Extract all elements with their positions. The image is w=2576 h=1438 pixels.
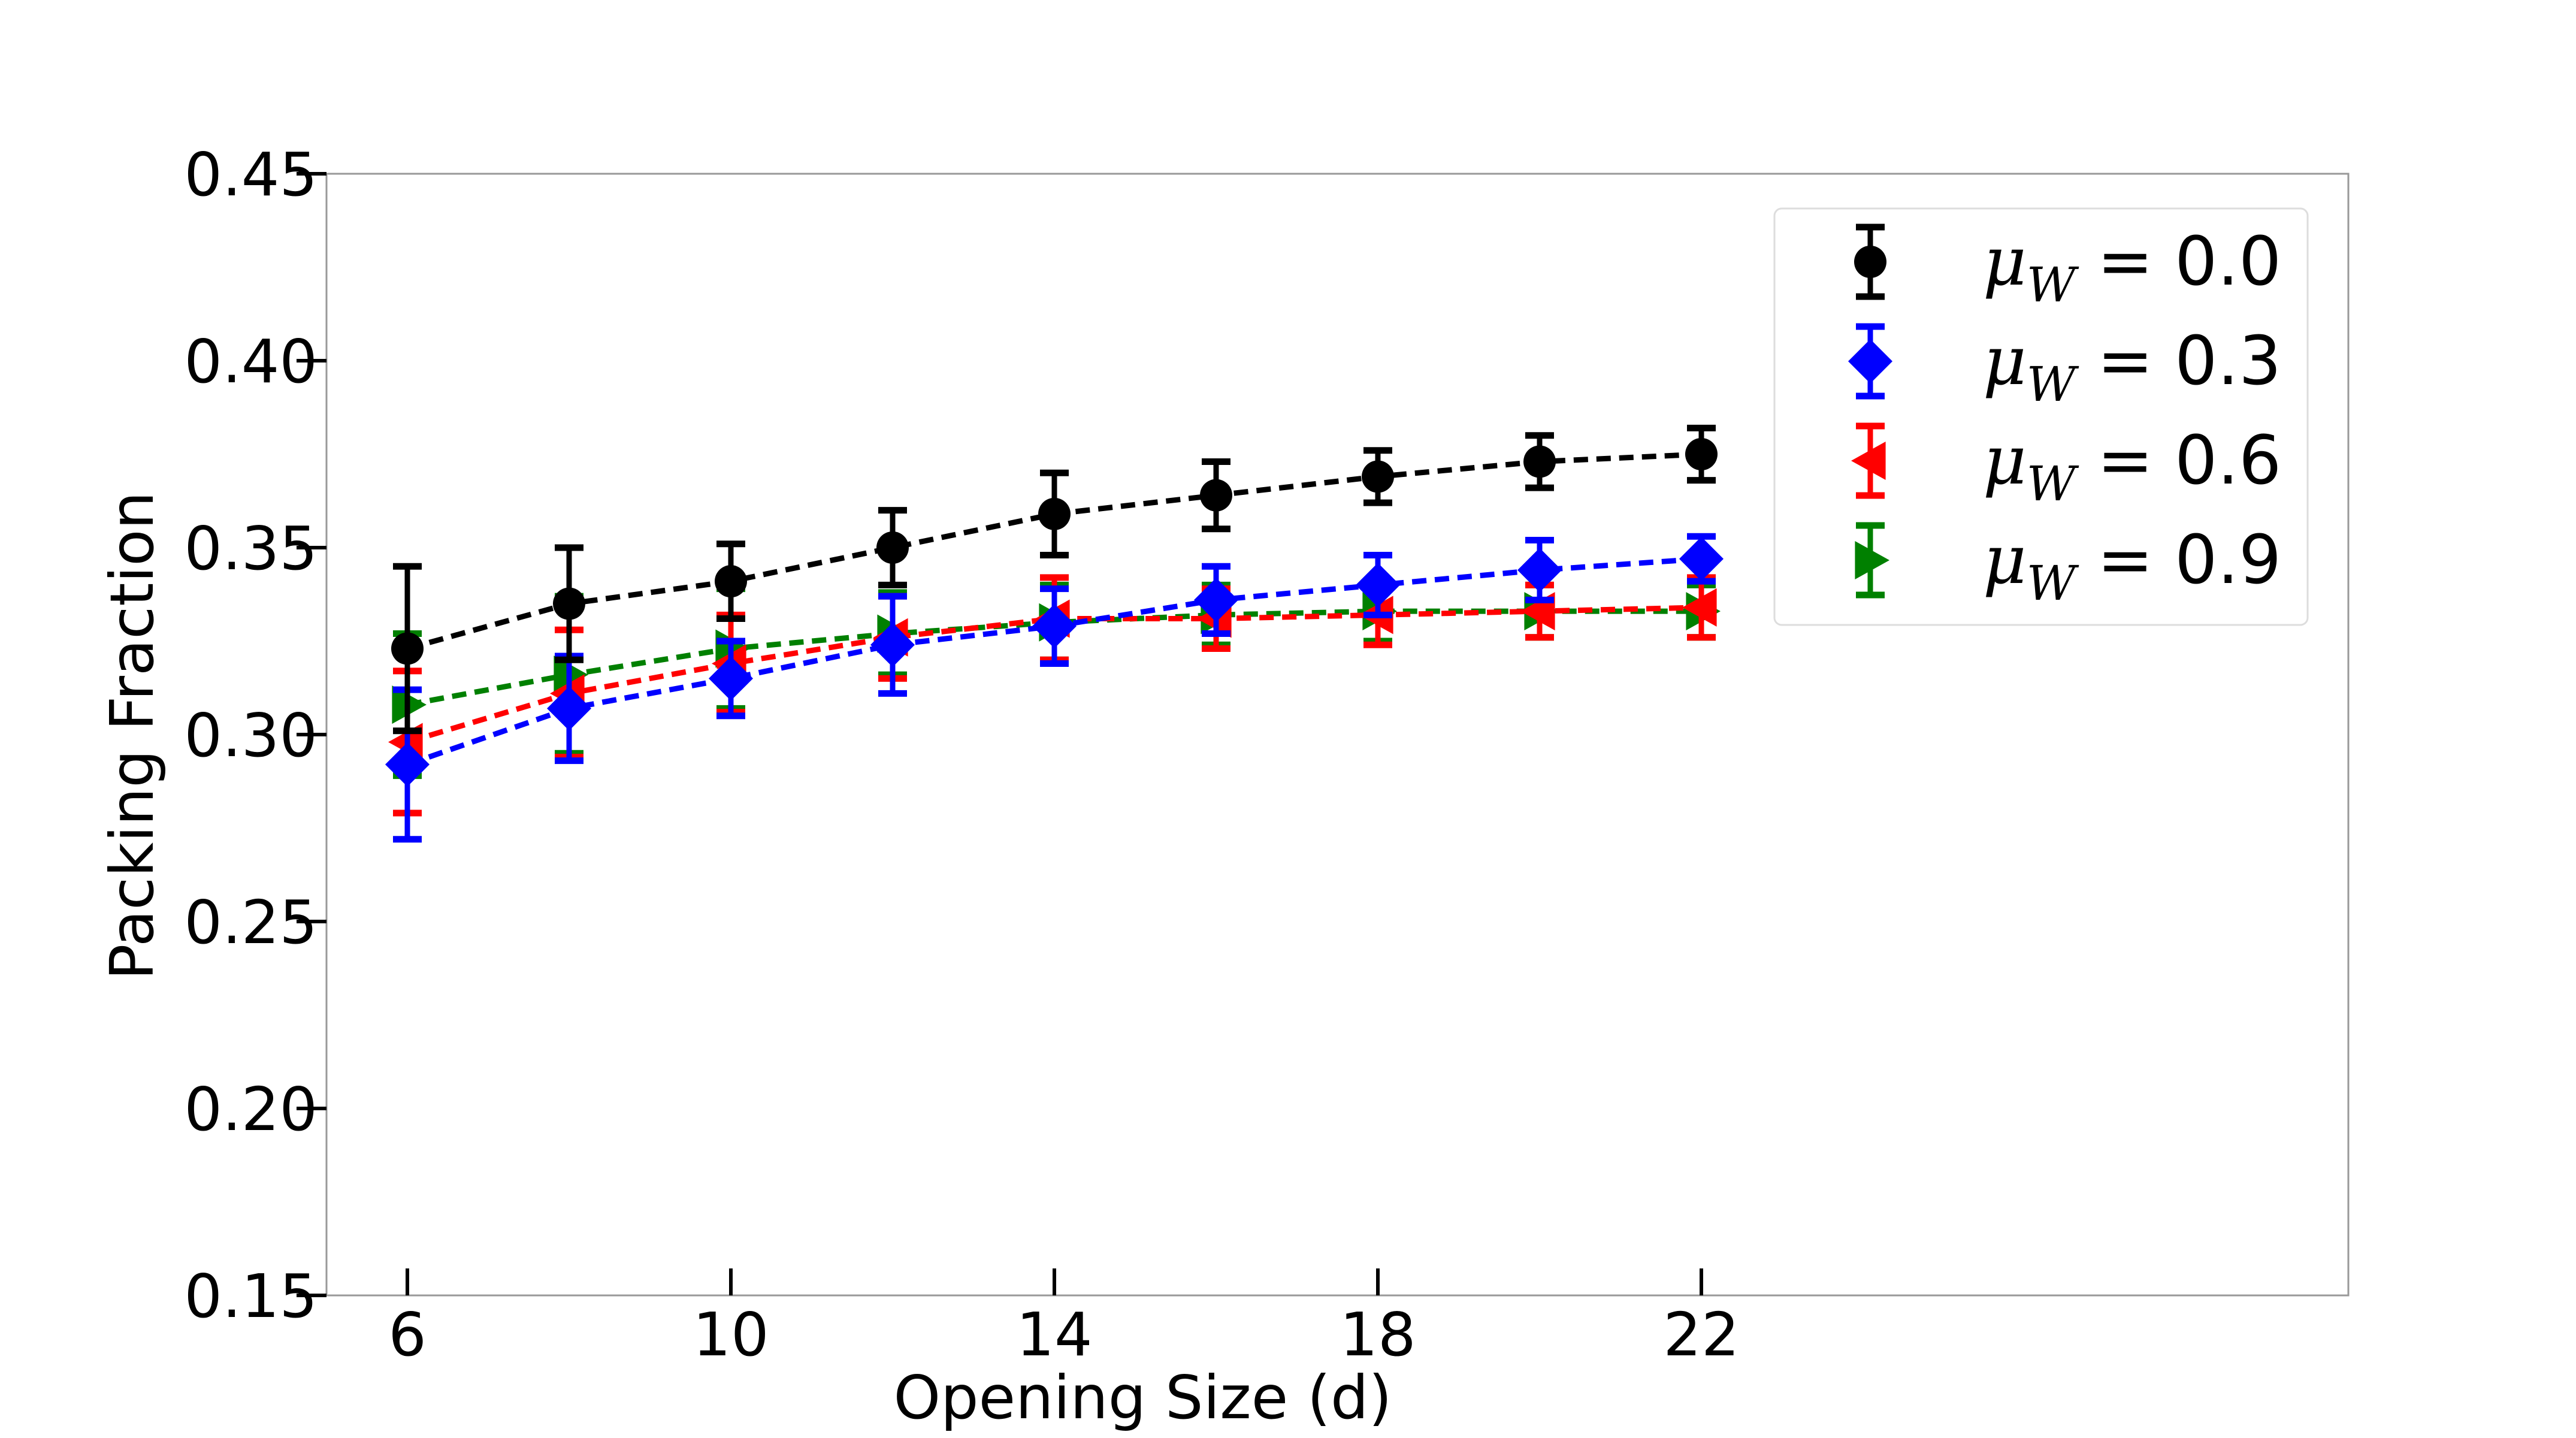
legend-subscript: W	[2027, 357, 2079, 412]
data-point	[1362, 460, 1394, 493]
data-point	[1523, 445, 1556, 478]
y-tick-label: 0.20	[184, 1074, 318, 1144]
data-point	[1356, 563, 1400, 608]
series-0	[391, 424, 1718, 735]
y-tick-label: 0.25	[184, 887, 318, 957]
legend-label: μW = 0.6	[1983, 422, 2281, 512]
legend-value: = 0.3	[2076, 322, 2281, 400]
y-tick-label: 0.40	[184, 327, 318, 397]
data-point	[553, 587, 585, 620]
legend-subscript: W	[2027, 555, 2079, 611]
legend-symbol: μ	[1983, 322, 2027, 400]
x-tick-label: 14	[1016, 1300, 1092, 1370]
legend-label: μW = 0.3	[1983, 322, 2281, 412]
legend-marker	[1848, 339, 1892, 383]
legend-subscript: W	[2027, 456, 2079, 512]
legend-entry-0: μW = 0.0	[1854, 223, 2281, 313]
y-axis-label: Packing Fraction	[97, 491, 167, 980]
legend-subscript: W	[2027, 257, 2079, 313]
data-point	[1194, 578, 1238, 623]
legend-entry-2: μW = 0.6	[1851, 422, 2281, 512]
data-point	[1682, 588, 1717, 627]
data-point	[1679, 536, 1724, 581]
x-axis-label: Opening Size (d)	[893, 1363, 1392, 1433]
y-tick-label: 0.15	[184, 1261, 318, 1331]
series-line	[407, 608, 1701, 708]
data-point	[385, 742, 430, 787]
legend-marker	[1855, 541, 1889, 579]
legend-symbol: μ	[1983, 223, 2027, 301]
legend-marker	[1854, 246, 1886, 278]
x-tick-label: 18	[1340, 1300, 1416, 1370]
data-point	[709, 656, 753, 701]
data-point	[1685, 438, 1718, 470]
x-tick-label: 6	[388, 1300, 427, 1370]
data-point	[1200, 479, 1232, 512]
legend-entry-3: μW = 0.9	[1855, 521, 2281, 611]
axes-layer: 0.15 0.20 0.25 0.30 0.35 0.40 0.45 6 10 14 18 22 Ope…	[97, 140, 1740, 1433]
x-tick-label: 10	[693, 1300, 769, 1370]
legend-value: = 0.6	[2076, 422, 2281, 500]
legend: μW = 0.0μW = 0.3μW = 0.6μW = 0.9	[1773, 207, 2309, 626]
legend-entry-1: μW = 0.3	[1848, 322, 2281, 412]
data-point	[1032, 604, 1077, 649]
legend-symbol: μ	[1983, 521, 2027, 599]
data-point	[391, 632, 424, 665]
series-layer	[385, 424, 1724, 843]
x-tick-label: 22	[1663, 1300, 1739, 1370]
legend-value: = 0.9	[2076, 521, 2281, 599]
legend-value: = 0.0	[2076, 223, 2281, 301]
legend-box	[1773, 207, 2309, 626]
data-point	[1517, 548, 1562, 593]
legend-label: μW = 0.0	[1983, 223, 2281, 313]
data-point	[715, 565, 747, 598]
legend-label: μW = 0.9	[1983, 521, 2281, 611]
data-point	[1038, 497, 1071, 530]
data-point	[876, 531, 909, 564]
legend-marker	[1851, 442, 1886, 480]
y-tick-label: 0.30	[184, 700, 318, 771]
data-point	[547, 686, 591, 731]
y-tick-label: 0.45	[184, 140, 318, 210]
legend-symbol: μ	[1983, 422, 2027, 500]
data-point	[870, 623, 915, 667]
y-tick-label: 0.35	[184, 513, 318, 584]
